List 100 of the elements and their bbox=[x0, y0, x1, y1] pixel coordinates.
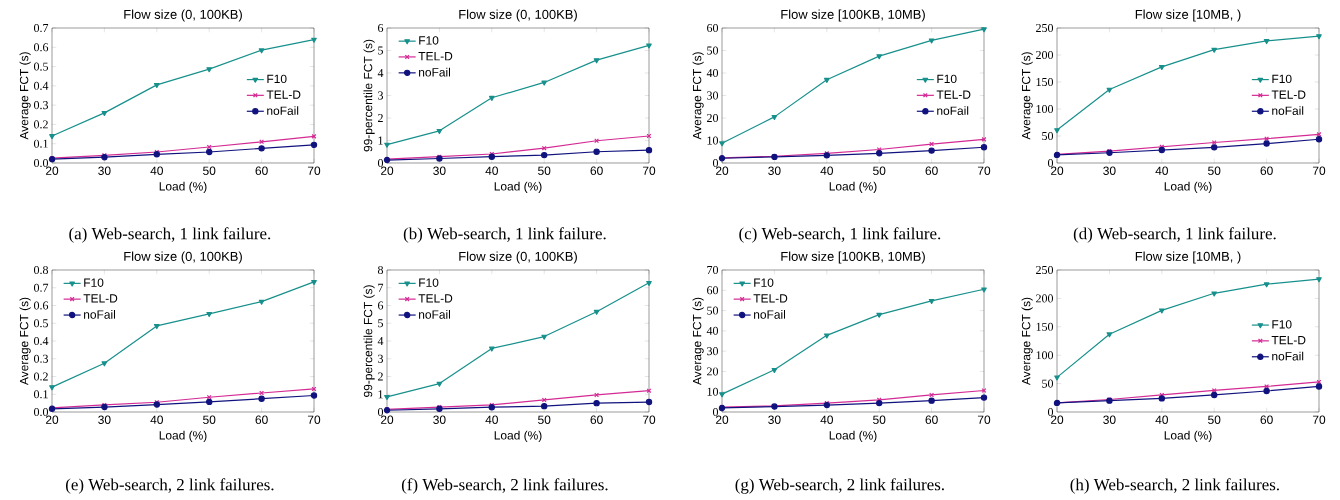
legend-label: noFail bbox=[1272, 106, 1304, 115]
x-tick-label: 40 bbox=[485, 166, 498, 175]
y-tick-label: 0.1 bbox=[33, 390, 48, 399]
x-tick-label: 20 bbox=[45, 415, 59, 424]
y-tick-label: 20 bbox=[707, 367, 719, 376]
y-tick-label: 200 bbox=[1036, 294, 1054, 303]
y-tick-label: 0.4 bbox=[33, 336, 49, 346]
text: (e) Web-search, 2 link failures. bbox=[65, 478, 274, 494]
y-tick-label: 0.5 bbox=[33, 62, 49, 71]
y-tick-label: 100 bbox=[1036, 104, 1054, 114]
legend-label: noFail bbox=[84, 309, 116, 319]
y-tick-label: 0.3 bbox=[33, 101, 49, 110]
y-tick-label: 50 bbox=[1042, 131, 1054, 141]
y-tick-label: 30 bbox=[707, 91, 719, 100]
x-tick-label: 30 bbox=[1103, 415, 1116, 424]
x-tick-label: 60 bbox=[255, 166, 268, 175]
x-tick-label: 20 bbox=[45, 166, 59, 175]
x-tick-label: 50 bbox=[873, 166, 886, 175]
x-tick-label: 70 bbox=[642, 166, 656, 175]
x-tick-label: 30 bbox=[433, 166, 446, 175]
x-tick-label: 40 bbox=[150, 415, 163, 424]
legend-label: F10 bbox=[267, 74, 287, 84]
x-tick-label: 70 bbox=[977, 415, 991, 424]
legend-label: TEL-D bbox=[1271, 90, 1306, 99]
x-tick-label: 50 bbox=[538, 415, 551, 424]
y-tick-label: 60 bbox=[707, 23, 719, 33]
y-tick-label: 0.5 bbox=[33, 319, 49, 328]
x-axis-title: Load (%) bbox=[829, 181, 877, 193]
x-tick-label: 40 bbox=[1155, 166, 1168, 175]
y-tick-label: 1 bbox=[378, 136, 383, 145]
x-tick-label: 30 bbox=[433, 415, 446, 424]
y-tick-label: 40 bbox=[706, 68, 719, 78]
x-axis-title: Load (%) bbox=[159, 430, 207, 442]
y-tick-label: 200 bbox=[1036, 50, 1054, 60]
x-tick-label: 60 bbox=[590, 415, 603, 424]
x-tick-label: 50 bbox=[203, 415, 216, 424]
chart-title: Flow size [100KB, 10MB) bbox=[781, 251, 925, 264]
chart-title: Flow size (0, 100KB) bbox=[124, 251, 242, 264]
legend-label: F10 bbox=[754, 278, 774, 287]
y-tick-label: 250 bbox=[1036, 265, 1054, 275]
x-tick-label: 70 bbox=[977, 166, 991, 175]
y-tick-label: 4 bbox=[377, 69, 384, 77]
chart-title: Flow size (0, 100KB) bbox=[459, 251, 577, 264]
text: (c) Web-search, 1 link failure. bbox=[739, 227, 941, 243]
legend-label: noFail bbox=[419, 67, 451, 77]
x-tick-label: 60 bbox=[1260, 415, 1273, 424]
y-tick-label: 2 bbox=[378, 372, 383, 381]
y-axis-title: Average FCT (s) bbox=[692, 297, 704, 386]
text: (f) Web-search, 2 link failures. bbox=[401, 478, 608, 494]
y-tick-label: 150 bbox=[1036, 322, 1054, 331]
legend-label: F10 bbox=[84, 278, 104, 287]
y-tick-label: 0.7 bbox=[33, 23, 49, 33]
x-axis-title: Load (%) bbox=[494, 430, 542, 442]
y-tick-label: 100 bbox=[1036, 351, 1054, 360]
y-axis-title: 99-percentile FCT (s) bbox=[363, 39, 375, 152]
legend-label: TEL-D bbox=[83, 294, 118, 303]
y-tick-label: 10 bbox=[707, 387, 719, 396]
x-tick-label: 50 bbox=[873, 415, 886, 424]
text: (g) Web-search, 2 link failures. bbox=[735, 478, 944, 494]
y-tick-label: 0.1 bbox=[33, 139, 48, 148]
y-tick-label: 5 bbox=[378, 46, 384, 55]
y-axis-title: 99-percentile FCT (s) bbox=[363, 285, 375, 397]
legend-label: F10 bbox=[419, 36, 439, 45]
x-tick-label: 30 bbox=[98, 166, 111, 175]
y-tick-label: 0.6 bbox=[33, 301, 49, 310]
x-tick-label: 30 bbox=[1103, 166, 1116, 175]
x-tick-label: 30 bbox=[98, 415, 111, 424]
x-tick-label: 70 bbox=[1312, 166, 1326, 175]
x-tick-label: 30 bbox=[768, 415, 781, 424]
y-tick-label: 4 bbox=[377, 337, 384, 345]
y-tick-label: 7 bbox=[378, 283, 384, 292]
text: (a) Web-search, 1 link failure. bbox=[69, 227, 271, 243]
legend-label: TEL-D bbox=[753, 294, 788, 303]
legend-label: TEL-D bbox=[1271, 335, 1306, 345]
legend-label: noFail bbox=[754, 309, 786, 319]
y-tick-label: 3 bbox=[378, 91, 384, 100]
x-axis-title: Load (%) bbox=[159, 181, 207, 193]
x-tick-label: 70 bbox=[307, 166, 321, 175]
y-tick-label: 2 bbox=[378, 114, 383, 122]
y-tick-label: 50 bbox=[707, 46, 719, 55]
x-tick-label: 60 bbox=[925, 415, 938, 424]
x-tick-label: 60 bbox=[1260, 166, 1273, 175]
y-tick-label: 40 bbox=[706, 326, 719, 335]
chart-title: Flow size (0, 100KB) bbox=[124, 9, 242, 22]
x-tick-label: 40 bbox=[820, 415, 833, 424]
text: (h) Web-search, 2 link failures. bbox=[1070, 478, 1279, 494]
x-tick-label: 70 bbox=[1312, 415, 1326, 424]
y-tick-label: 150 bbox=[1036, 77, 1054, 87]
y-tick-label: 0.2 bbox=[33, 120, 48, 129]
y-tick-label: 1 bbox=[378, 390, 383, 399]
y-axis-title: Average FCT (s) bbox=[692, 52, 704, 140]
chart-title: Flow size (0, 100KB) bbox=[459, 9, 577, 22]
y-tick-label: 0.8 bbox=[33, 265, 49, 275]
x-tick-label: 60 bbox=[925, 166, 938, 175]
legend-label: F10 bbox=[419, 278, 439, 287]
x-axis-title: Load (%) bbox=[494, 181, 542, 193]
y-tick-label: 60 bbox=[707, 286, 719, 295]
legend-label: TEL-D bbox=[418, 52, 453, 61]
x-tick-label: 60 bbox=[590, 166, 603, 175]
chart-title: Flow size [10MB, ) bbox=[1135, 251, 1241, 264]
